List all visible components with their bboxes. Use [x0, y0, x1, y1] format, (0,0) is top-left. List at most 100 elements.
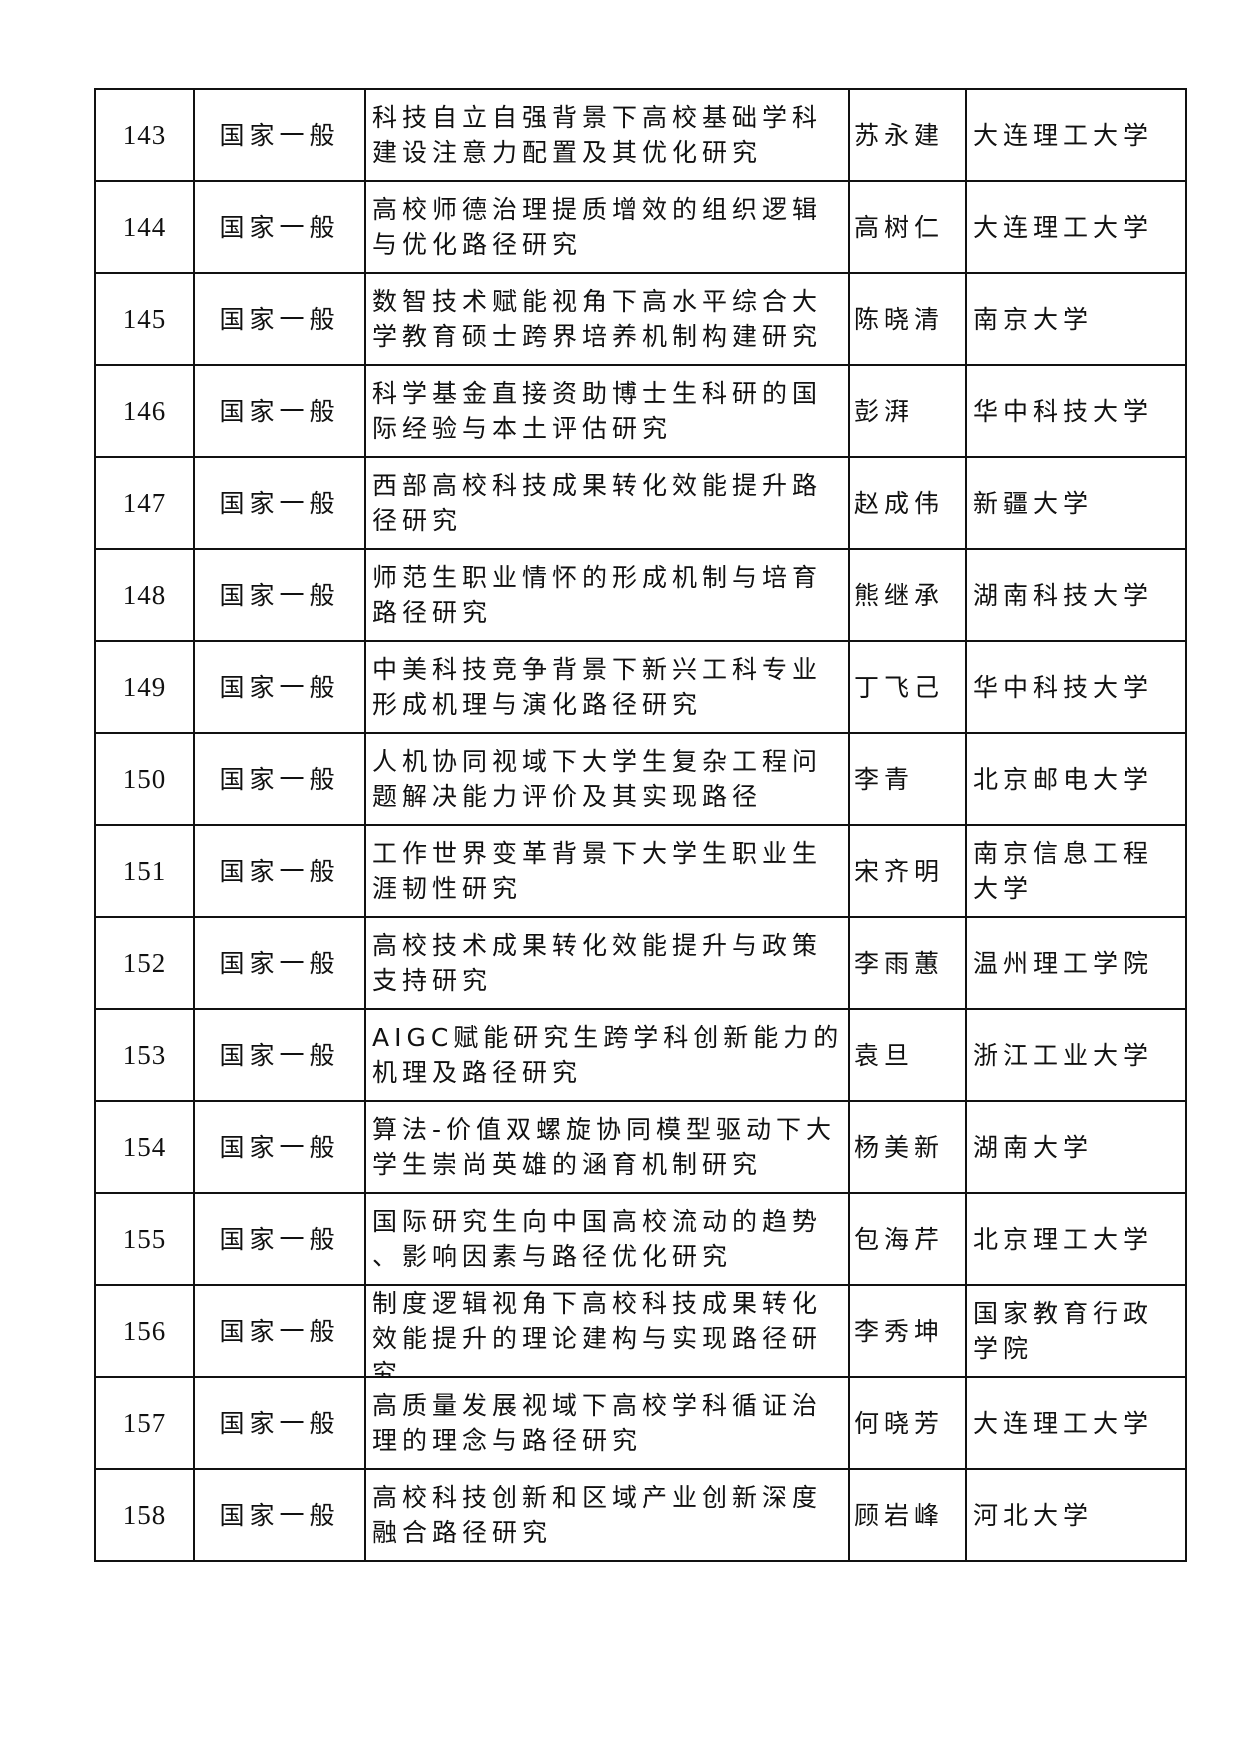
table-row: 147 国家一般 西部高校科技成果转化效能提升路 径研究 赵成伟 新疆大学 [94, 456, 1187, 550]
institution-line: 大连理工大学 [973, 120, 1154, 150]
table-row: 156 国家一般 制度逻辑视角下高校科技成果转化 效能提升的理论建构与实现路径研究李秀… [94, 1284, 1187, 1378]
project-title-line: 究 [372, 1359, 403, 1376]
table-row: 153 国家一般 AIGC赋能研究生跨学科创新能力的 机理及路径研究 袁旦 浙江工业大学 [94, 1008, 1187, 1102]
project-title-line: 学教育硕士跨界培养机制构建研究 [372, 322, 823, 351]
row-number: 156 [94, 1284, 195, 1378]
principal-name: 熊继承 [848, 548, 967, 642]
project-title-text: 高校科技创新和区域产业创新深度 融合路径研究 [372, 1480, 847, 1550]
principal-name: 陈晓清 [848, 272, 967, 366]
principal-name: 包海芹 [848, 1192, 967, 1286]
project-title: 算法-价值双螺旋协同模型驱动下大 学生崇尚英雄的涵育机制研究 [364, 1100, 850, 1194]
project-title: AIGC赋能研究生跨学科创新能力的 机理及路径研究 [364, 1008, 850, 1102]
institution-line: 北京邮电大学 [973, 764, 1154, 794]
project-title-line: 与优化路径研究 [372, 230, 583, 259]
table-row: 146 国家一般 科学基金直接资助博士生科研的国 际经验与本土评估研究 彭湃 华中科技大学 [94, 364, 1187, 458]
project-title-text: 高校技术成果转化效能提升与政策 支持研究 [372, 928, 847, 998]
project-title: 科学基金直接资助博士生科研的国 际经验与本土评估研究 [364, 364, 850, 458]
institution: 华中科技大学 [965, 640, 1187, 734]
institution-line: 华中科技大学 [973, 396, 1154, 426]
institution-line: 北京理工大学 [973, 1224, 1154, 1254]
project-title-line: 高校师德治理提质增效的组织逻辑 [372, 195, 823, 224]
project-title-line: 科学基金直接资助博士生科研的国 [372, 379, 823, 408]
row-number: 149 [94, 640, 195, 734]
principal-name: 李青 [848, 732, 967, 826]
row-number: 145 [94, 272, 195, 366]
institution-line: 湖南大学 [973, 1132, 1094, 1162]
project-title-line: 机理及路径研究 [372, 1058, 583, 1087]
institution-line: 浙江工业大学 [973, 1040, 1154, 1070]
project-title: 工作世界变革背景下大学生职业生 涯韧性研究 [364, 824, 850, 918]
project-title-line: 建设注意力配置及其优化研究 [372, 138, 763, 167]
project-title: 师范生职业情怀的形成机制与培育 路径研究 [364, 548, 850, 642]
project-category: 国家一般 [193, 824, 366, 918]
project-title-line: 涯韧性研究 [372, 874, 523, 903]
principal-name: 苏永建 [848, 88, 967, 182]
project-title-line: 西部高校科技成果转化效能提升路 [372, 471, 823, 500]
project-category: 国家一般 [193, 1192, 366, 1286]
project-title-line: 支持研究 [372, 966, 493, 995]
table-row: 152 国家一般 高校技术成果转化效能提升与政策 支持研究 李雨蕙 温州理工学院 [94, 916, 1187, 1010]
table-row: 154 国家一般 算法-价值双螺旋协同模型驱动下大 学生崇尚英雄的涵育机制研究 杨美新湖… [94, 1100, 1187, 1194]
project-title-line: 制度逻辑视角下高校科技成果转化 [372, 1289, 823, 1318]
row-number: 151 [94, 824, 195, 918]
principal-name: 彭湃 [848, 364, 967, 458]
project-category: 国家一般 [193, 272, 366, 366]
institution-line: 大学 [973, 874, 1034, 903]
project-title: 制度逻辑视角下高校科技成果转化 效能提升的理论建构与实现路径研究 [364, 1284, 850, 1378]
institution-line: 学院 [973, 1334, 1034, 1363]
project-title-line: 理的理念与路径研究 [372, 1426, 643, 1455]
project-title: 人机协同视域下大学生复杂工程问 题解决能力评价及其实现路径 [364, 732, 850, 826]
institution: 湖南大学 [965, 1100, 1187, 1194]
institution: 北京邮电大学 [965, 732, 1187, 826]
project-title: 高质量发展视域下高校学科循证治 理的理念与路径研究 [364, 1376, 850, 1470]
project-title: 西部高校科技成果转化效能提升路 径研究 [364, 456, 850, 550]
project-title-line: 科技自立自强背景下高校基础学科 [372, 103, 823, 132]
row-number: 148 [94, 548, 195, 642]
table-row: 145 国家一般 数智技术赋能视角下高水平综合大 学教育硕士跨界培养机制构建研究 陈晓清… [94, 272, 1187, 366]
institution: 大连理工大学 [965, 1376, 1187, 1470]
institution: 温州理工学院 [965, 916, 1187, 1010]
institution-line: 华中科技大学 [973, 672, 1154, 702]
table-row: 155 国家一般 国际研究生向中国高校流动的趋势 、影响因素与路径优化研究 包海芹 北京理… [94, 1192, 1187, 1286]
row-number: 144 [94, 180, 195, 274]
principal-name: 顾岩峰 [848, 1468, 967, 1562]
project-title: 中美科技竞争背景下新兴工科专业 形成机理与演化路径研究 [364, 640, 850, 734]
project-title-text: 制度逻辑视角下高校科技成果转化 效能提升的理论建构与实现路径研究 [372, 1287, 847, 1376]
table-row: 149 国家一般 中美科技竞争背景下新兴工科专业 形成机理与演化路径研究 丁飞己 华中科技… [94, 640, 1187, 734]
project-title-line: 融合路径研究 [372, 1518, 553, 1547]
project-category: 国家一般 [193, 1376, 366, 1470]
project-title-text: 高质量发展视域下高校学科循证治 理的理念与路径研究 [372, 1388, 847, 1458]
project-category: 国家一般 [193, 916, 366, 1010]
project-title-text: 师范生职业情怀的形成机制与培育 路径研究 [372, 560, 847, 630]
project-title-text: 高校师德治理提质增效的组织逻辑 与优化路径研究 [372, 192, 847, 262]
institution-line: 大连理工大学 [973, 1408, 1154, 1438]
institution: 湖南科技大学 [965, 548, 1187, 642]
institution: 新疆大学 [965, 456, 1187, 550]
row-number: 155 [94, 1192, 195, 1286]
project-category: 国家一般 [193, 180, 366, 274]
principal-name: 丁飞己 [848, 640, 967, 734]
table-row: 144 国家一般 高校师德治理提质增效的组织逻辑 与优化路径研究 高树仁 大连理工大学 [94, 180, 1187, 274]
row-number: 147 [94, 456, 195, 550]
project-title: 高校科技创新和区域产业创新深度 融合路径研究 [364, 1468, 850, 1562]
project-title: 高校技术成果转化效能提升与政策 支持研究 [364, 916, 850, 1010]
table-row: 151 国家一般 工作世界变革背景下大学生职业生 涯韧性研究 宋齐明 南京信息工程 大学 [94, 824, 1187, 918]
institution: 河北大学 [965, 1468, 1187, 1562]
project-title-text: 工作世界变革背景下大学生职业生 涯韧性研究 [372, 836, 847, 906]
project-title-line: 高校技术成果转化效能提升与政策 [372, 931, 823, 960]
row-number: 154 [94, 1100, 195, 1194]
table-row: 158 国家一般 高校科技创新和区域产业创新深度 融合路径研究 顾岩峰 河北大学 [94, 1468, 1187, 1562]
institution: 国家教育行政 学院 [965, 1284, 1187, 1378]
institution: 大连理工大学 [965, 88, 1187, 182]
row-number: 152 [94, 916, 195, 1010]
row-number: 143 [94, 88, 195, 182]
project-title-line: 、影响因素与路径优化研究 [372, 1242, 733, 1271]
principal-name: 何晓芳 [848, 1376, 967, 1470]
project-title: 国际研究生向中国高校流动的趋势 、影响因素与路径优化研究 [364, 1192, 850, 1286]
project-category: 国家一般 [193, 1468, 366, 1562]
table-row: 150 国家一般 人机协同视域下大学生复杂工程问 题解决能力评价及其实现路径 李青 北京邮… [94, 732, 1187, 826]
row-number: 146 [94, 364, 195, 458]
project-title-line: 人机协同视域下大学生复杂工程问 [372, 747, 823, 776]
project-title-line: 题解决能力评价及其实现路径 [372, 782, 763, 811]
project-title-line: 效能提升的理论建构与实现路径研 [372, 1324, 823, 1353]
